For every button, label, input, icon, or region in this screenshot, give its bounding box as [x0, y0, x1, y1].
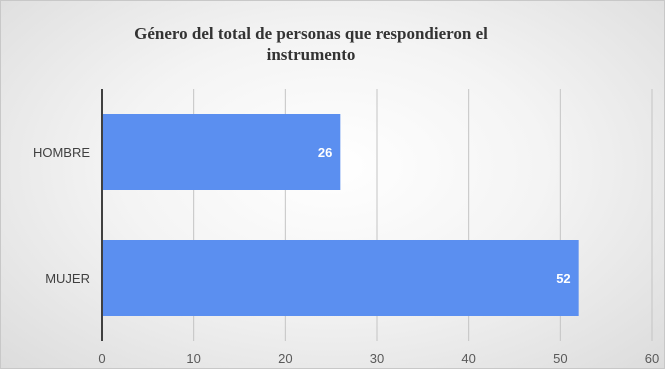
x-tick-label-30: 30 — [370, 351, 384, 366]
category-label-mujer: MUJER — [45, 271, 90, 286]
chart-title: Género del total de personas que respond… — [134, 24, 488, 64]
labels: 0 10 20 30 40 50 60 HOMBRE 26 MUJER 52 — [33, 145, 659, 366]
data-label-hombre: 26 — [318, 145, 332, 160]
x-tick-label-20: 20 — [278, 351, 292, 366]
x-tick-label-0: 0 — [98, 351, 105, 366]
bar-hombre — [102, 114, 341, 190]
x-tick-label-10: 10 — [186, 351, 200, 366]
bar-mujer — [102, 240, 579, 316]
x-tick-label-50: 50 — [553, 351, 567, 366]
x-tick-label-60: 60 — [645, 351, 659, 366]
category-label-hombre: HOMBRE — [33, 145, 90, 160]
bars — [102, 114, 579, 316]
data-label-mujer: 52 — [556, 271, 570, 286]
x-tick-label-40: 40 — [461, 351, 475, 366]
